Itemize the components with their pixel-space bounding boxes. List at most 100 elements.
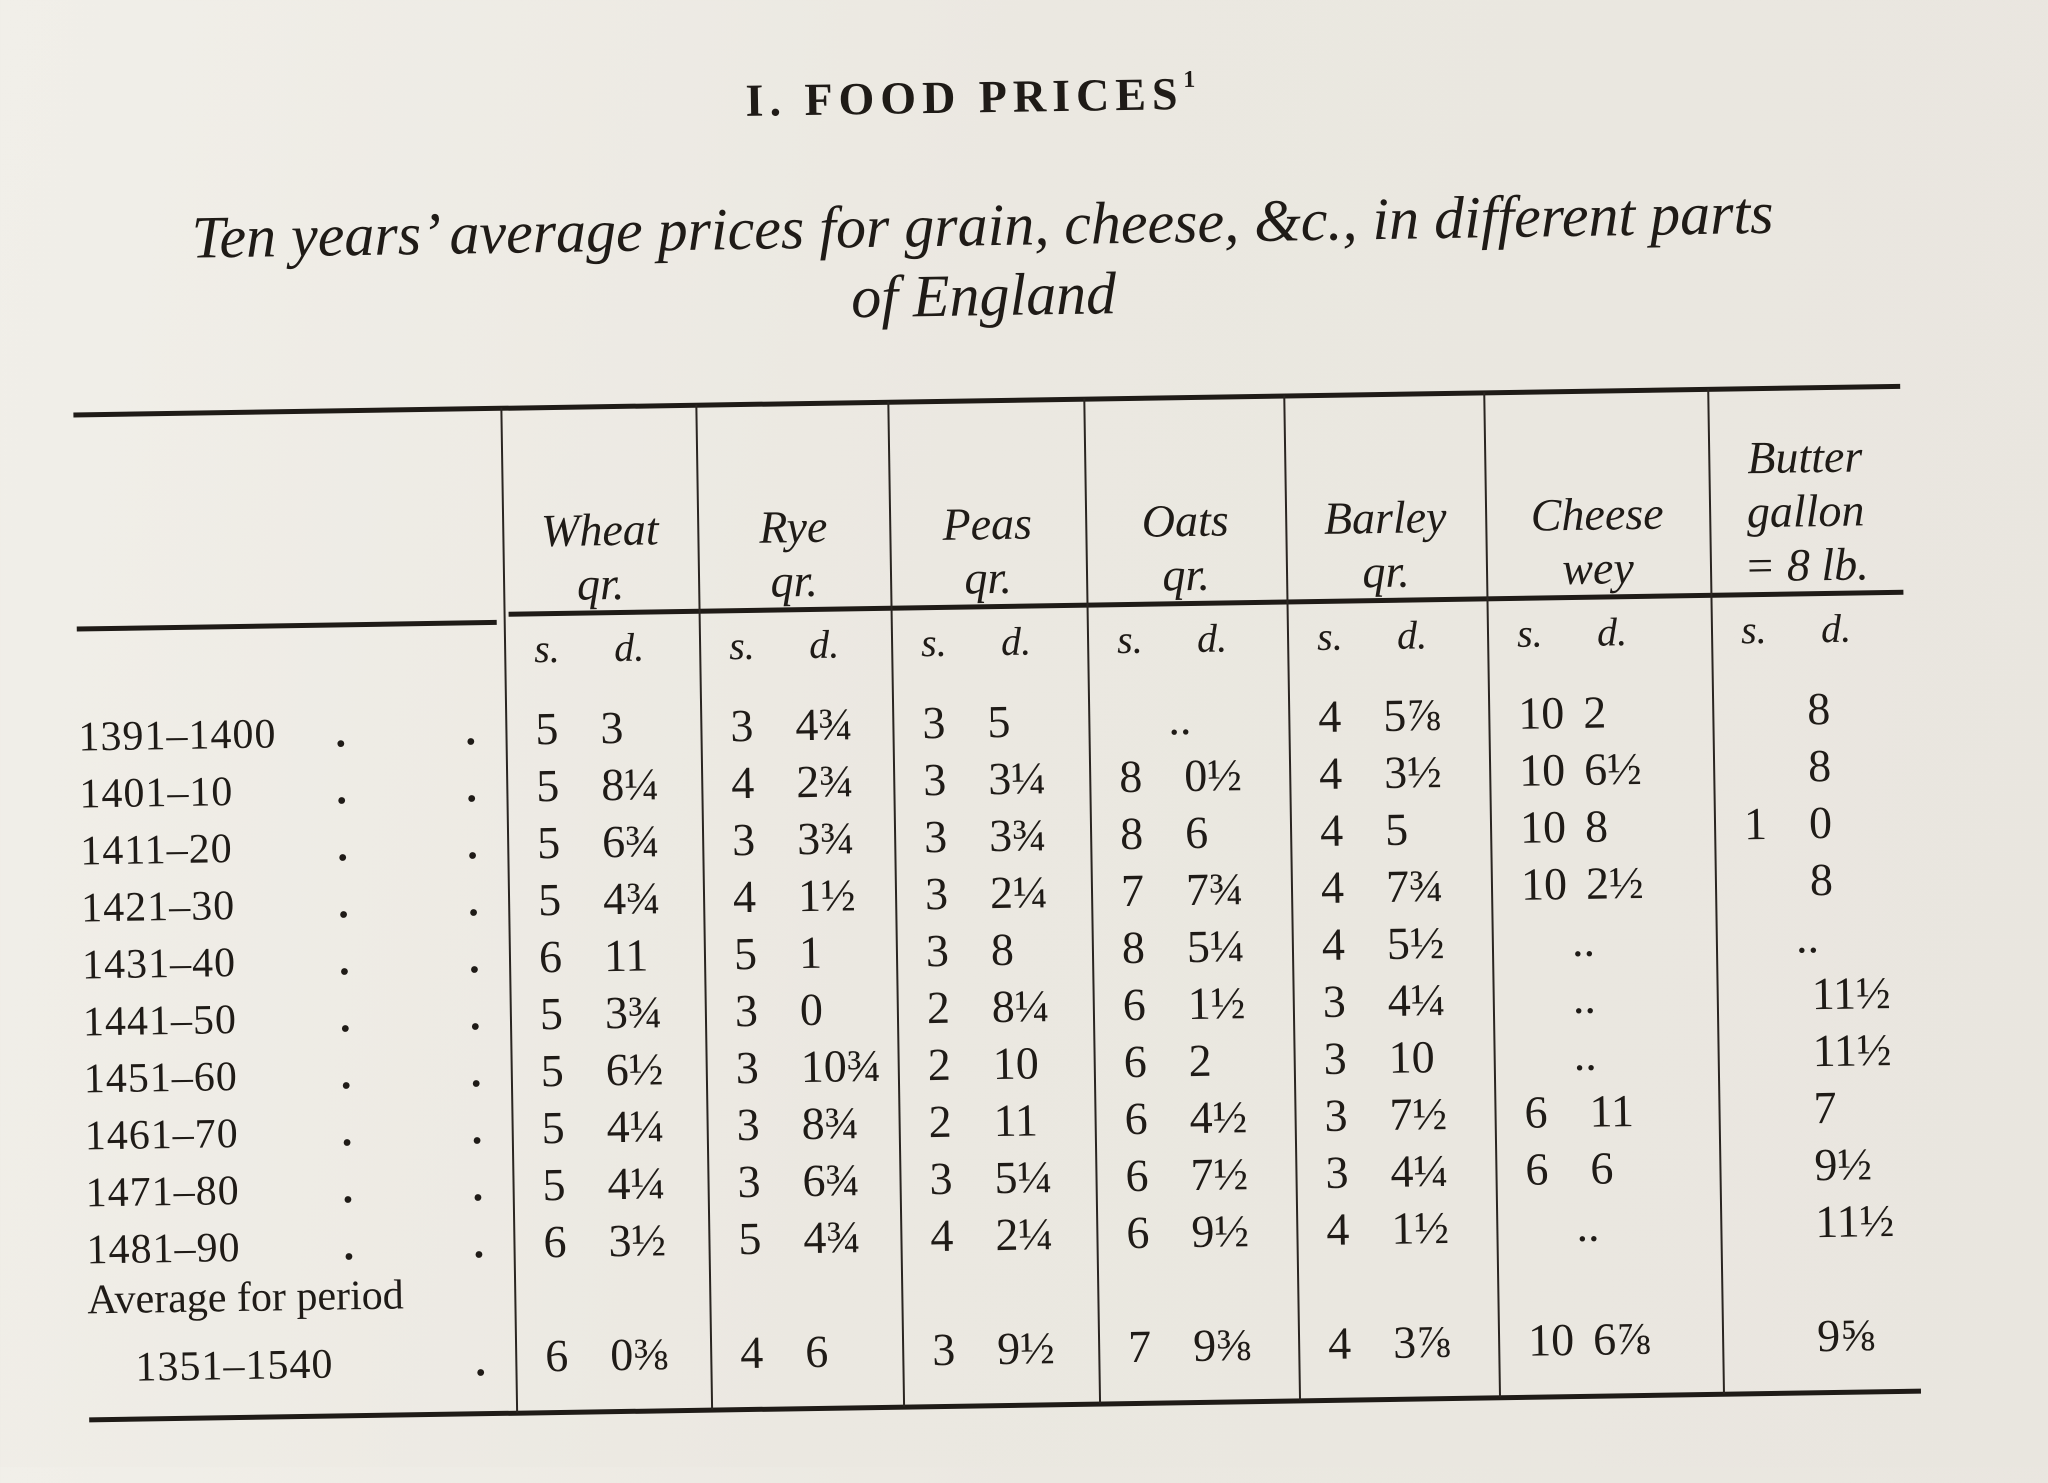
pence-value: 9½ [1814, 1138, 1873, 1191]
pence-value: 7¾ [1185, 863, 1244, 916]
pence-value: 7 [1813, 1081, 1837, 1134]
column-unit: gallon [1746, 484, 1865, 538]
shillings-label: s. [1740, 606, 1767, 653]
leader-dot: . [335, 767, 348, 814]
leader-dot: . [340, 1052, 352, 1099]
shillings-value: 1 [1743, 797, 1768, 850]
footnote-marker: 1 [1183, 66, 1196, 94]
pence-value: 11½ [1811, 967, 1891, 1020]
shillings-value: 3 [922, 753, 947, 806]
pence-value: 3¾ [988, 809, 1048, 862]
shillings-value: 3 [729, 699, 754, 752]
pence-value: 9⅜ [1192, 1319, 1252, 1372]
shillings-value: 10 [1518, 744, 1566, 796]
pence-value: 1 [798, 926, 823, 979]
period-label: 1451–60 [83, 1054, 239, 1103]
pence-value: 7½ [1389, 1088, 1448, 1140]
shillings-value: 4 [730, 756, 755, 809]
pence-value: 8 [1584, 800, 1609, 852]
shillings-value: 5 [738, 1212, 762, 1265]
pence-value: 3¾ [796, 812, 856, 865]
pence-value: 4¾ [794, 698, 854, 751]
shillings-value: 3 [921, 696, 946, 749]
pence-label: d. [1000, 618, 1032, 664]
pence-label: d. [808, 621, 840, 667]
shillings-value: 2 [927, 1038, 952, 1091]
shillings-value: 10 [1517, 687, 1565, 739]
pence-value: 2 [1582, 686, 1607, 738]
pence-value: 3 [599, 701, 624, 754]
column-header-barley: Barley qr. [1284, 412, 1487, 600]
shillings-value: 3 [929, 1152, 953, 1205]
label-header-rule [76, 619, 497, 632]
column-unit: qr. [576, 557, 625, 610]
column-unit: qr. [964, 551, 1013, 604]
period-label: 1481–90 [86, 1224, 241, 1274]
shillings-value: 6 [1124, 1092, 1148, 1145]
pence-value: 4¼ [607, 1157, 666, 1210]
column-header-rye: Rye qr. [696, 422, 891, 610]
column-unit: qr. [1161, 548, 1211, 601]
column-header-butter: Butter gallon = 8 lb. [1708, 406, 1904, 594]
leader-dot: . [465, 765, 478, 812]
pence-value: 4½ [1189, 1091, 1248, 1144]
pence-value: 6½ [605, 1043, 664, 1096]
shillings-value: 4 [1321, 918, 1346, 970]
column-name: Barley [1323, 490, 1447, 544]
pence-value: 1½ [797, 869, 856, 922]
no-data-marker: .. [1573, 1028, 1598, 1081]
shillings-value: 8 [1121, 921, 1146, 974]
column-name: Rye [758, 500, 828, 553]
shillings-value: 2 [926, 981, 951, 1034]
leader-dot: . [469, 993, 481, 1040]
pence-value: 8 [990, 923, 1015, 976]
pence-value: 8 [1809, 853, 1834, 906]
shillings-value: 5 [535, 759, 560, 812]
shillings-value: 5 [733, 927, 758, 980]
column-header-oats: Oats qr. [1084, 416, 1287, 604]
pence-value: 5¼ [994, 1151, 1053, 1204]
leader-dot: . [338, 938, 350, 985]
pence-value: 11 [993, 1094, 1039, 1147]
column-header-wheat: Wheat qr. [501, 425, 699, 613]
shillings-value: 5 [540, 1044, 565, 1097]
leader-dot: . [468, 936, 480, 983]
column-name: Wheat [540, 503, 659, 557]
no-data-marker: .. [1571, 914, 1596, 967]
leader-dot: . [465, 708, 477, 755]
shillings-value: 6 [544, 1329, 569, 1382]
leader-dot: . [466, 822, 479, 869]
shillings-value: 5 [539, 987, 564, 1040]
pence-label: d. [1396, 612, 1428, 658]
shillings-value: 5 [541, 1101, 566, 1154]
shillings-value: 5 [536, 816, 561, 869]
shillings-value: 3 [924, 867, 949, 920]
shillings-value: 3 [734, 984, 759, 1037]
pence-value: 5 [986, 695, 1011, 748]
no-data-marker: .. [1167, 693, 1192, 745]
pence-value: 5½ [1386, 917, 1445, 969]
column-name: Oats [1141, 494, 1230, 547]
period-label: 1441–50 [82, 997, 238, 1046]
shillings-value: 8 [1119, 807, 1144, 860]
pence-value: 8 [1807, 739, 1832, 792]
column-unit: qr. [1361, 545, 1411, 598]
shillings-label: s. [920, 619, 948, 666]
shillings-value: 8 [1118, 750, 1143, 803]
shillings-label: s. [1516, 610, 1543, 656]
pence-value: 5⅞ [1382, 689, 1442, 741]
pence-value: 6½ [1583, 742, 1643, 795]
leader-dot: . [473, 1221, 485, 1268]
pence-value: 5 [1384, 803, 1409, 855]
column-header-cheese: Cheese wey [1484, 409, 1711, 597]
shillings-label: s. [728, 622, 756, 669]
shillings-value: 3 [1324, 1089, 1348, 1141]
no-data-marker: .. [1575, 1199, 1600, 1252]
shillings-value: 7 [1127, 1320, 1152, 1373]
shillings-value: 4 [1327, 1317, 1352, 1369]
pence-value: 6¾ [601, 815, 661, 868]
period-label: 1391–1400 [78, 711, 277, 761]
pence-label: d. [1596, 609, 1628, 655]
shillings-value: 2 [928, 1095, 953, 1148]
